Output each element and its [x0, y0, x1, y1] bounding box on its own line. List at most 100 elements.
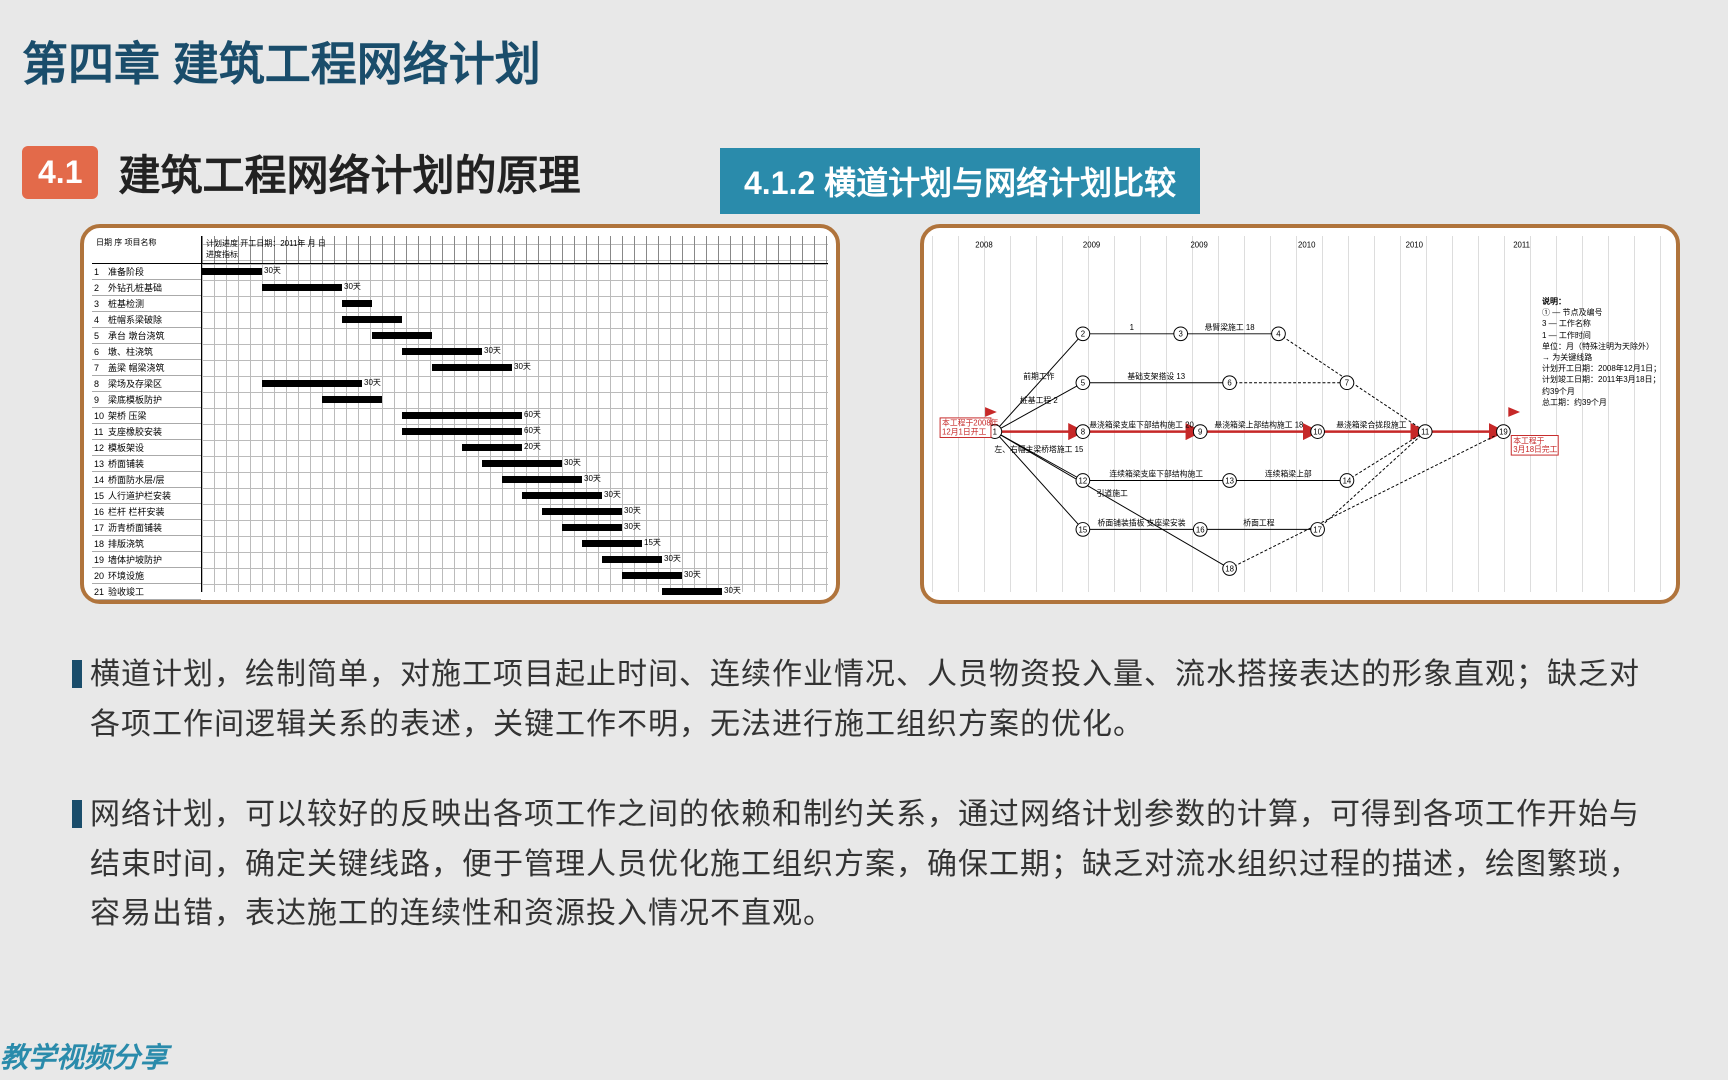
svg-text:悬臂梁施工 18: 悬臂梁施工 18: [1205, 322, 1255, 332]
gantt-bar: [562, 524, 622, 531]
network-figure: 200820092009201020102011前期工作1悬臂梁施工 18桩基工…: [920, 224, 1680, 604]
gantt-bar: [542, 508, 622, 515]
gantt-row: 21验收竣工: [92, 584, 201, 600]
gantt-row: 13桥面铺装: [92, 456, 201, 472]
gantt-row: 10架桥 压梁: [92, 408, 201, 424]
svg-text:悬浇箱梁合拢段施工: 悬浇箱梁合拢段施工: [1336, 420, 1407, 430]
svg-text:2011: 2011: [1513, 241, 1530, 250]
svg-text:7: 7: [1345, 379, 1349, 388]
gantt-duration-label: 30天: [624, 521, 641, 532]
svg-text:19: 19: [1499, 428, 1508, 437]
svg-text:2010: 2010: [1406, 241, 1424, 250]
gantt-row: 4桩帽系梁破除: [92, 312, 201, 328]
gantt-row: 9梁底模板防护: [92, 392, 201, 408]
gantt-row: 11支座橡胶安装: [92, 424, 201, 440]
gantt-footer-row: 分阶段汇: [92, 600, 201, 604]
legend-item: 3 — 工作名称: [1542, 318, 1662, 329]
gantt-figure: 日期 序 项目名称 1准备阶段2外钻孔桩基础3桩基检测4桩帽系梁破除5承台 墩台…: [80, 224, 840, 604]
svg-text:9: 9: [1198, 428, 1202, 437]
gantt-duration-label: 30天: [364, 377, 381, 388]
gantt-duration-label: 30天: [664, 553, 681, 564]
gantt-bar: [202, 268, 262, 275]
gantt-bar: [402, 412, 522, 419]
watermark: 教学视频分享: [0, 1036, 168, 1076]
legend-item: → 为关键线路: [1542, 352, 1662, 363]
svg-text:引道施工: 引道施工: [1097, 488, 1128, 498]
legend-item: 计划开工日期：2008年12月1日；: [1542, 363, 1662, 374]
svg-text:10: 10: [1313, 428, 1322, 437]
svg-text:2009: 2009: [1083, 241, 1100, 250]
svg-text:桥面工程: 桥面工程: [1243, 517, 1274, 527]
gantt-row: 5承台 墩台浇筑: [92, 328, 201, 344]
gantt-duration-label: 30天: [514, 361, 531, 372]
gantt-bar: [262, 380, 362, 387]
svg-text:13: 13: [1225, 476, 1234, 485]
svg-text:3: 3: [1179, 330, 1183, 339]
gantt-duration-label: 30天: [584, 473, 601, 484]
legend-item: 计划竣工日期：2011年3月18日；约39个月: [1542, 374, 1662, 396]
svg-text:基础支架搭设 13: 基础支架搭设 13: [1127, 371, 1185, 381]
gantt-duration-label: 15天: [644, 537, 661, 548]
gantt-row: 2外钻孔桩基础: [92, 280, 201, 296]
gantt-duration-label: 30天: [684, 569, 701, 580]
gantt-row: 14桥面防水层/层: [92, 472, 201, 488]
gantt-duration-label: 30天: [604, 489, 621, 500]
gantt-grid: 计划进度 开工日期：2011年 月 日 进度指标 30天30天30天30天30天…: [202, 236, 828, 592]
svg-text:2010: 2010: [1298, 241, 1316, 250]
gantt-bar: [522, 492, 602, 499]
legend-title: 说明：: [1542, 296, 1662, 307]
gantt-row: 20环境设施: [92, 568, 201, 584]
subsection-badge: 4.1.2 横道计划与网络计划比较: [720, 148, 1200, 214]
gantt-bar: [372, 332, 432, 339]
gantt-col-header: 日期 序 项目名称: [92, 236, 201, 264]
svg-text:悬浇箱梁支座下部结构施工 20: 悬浇箱梁支座下部结构施工 20: [1089, 420, 1194, 430]
svg-text:1: 1: [993, 428, 997, 437]
svg-text:前期工作: 前期工作: [1023, 371, 1054, 381]
svg-text:5: 5: [1081, 379, 1086, 388]
network-legend: 说明： ① — 节点及编号3 — 工作名称1 — 工作时间单位：月（特殊注明为天…: [1542, 296, 1662, 408]
gantt-grid-header: 计划进度 开工日期：2011年 月 日 进度指标: [202, 236, 828, 264]
network-svg: 200820092009201020102011前期工作1悬臂梁施工 18桩基工…: [932, 236, 1668, 592]
svg-text:12月1日开工: 12月1日开工: [942, 428, 986, 437]
gantt-row: 8梁场及存梁区: [92, 376, 201, 392]
gantt-task-column: 日期 序 项目名称 1准备阶段2外钻孔桩基础3桩基检测4桩帽系梁破除5承台 墩台…: [92, 236, 202, 592]
gantt-row: 15人行道护栏安装: [92, 488, 201, 504]
chapter-title: 第四章 建筑工程网络计划: [22, 28, 541, 94]
svg-text:11: 11: [1421, 428, 1429, 437]
gantt-duration-label: 30天: [564, 457, 581, 468]
svg-text:4: 4: [1276, 330, 1281, 339]
svg-text:桥面铺装插板 支座梁安装: 桥面铺装插板 支座梁安装: [1098, 517, 1186, 527]
gantt-bar: [342, 300, 372, 307]
gantt-duration-label: 30天: [484, 345, 501, 356]
svg-text:连续箱梁上部: 连续箱梁上部: [1265, 469, 1312, 479]
gantt-bar: [662, 588, 722, 595]
gantt-bar: [402, 348, 482, 355]
legend-item: ① — 节点及编号: [1542, 307, 1662, 318]
svg-text:12: 12: [1079, 476, 1088, 485]
section-title: 建筑工程网络计划的原理: [118, 142, 580, 203]
gantt-row: 7盖梁 帽梁浇筑: [92, 360, 201, 376]
gantt-bar: [582, 540, 642, 547]
gantt-duration-label: 30天: [344, 281, 361, 292]
svg-text:6: 6: [1227, 379, 1231, 388]
svg-text:15: 15: [1079, 525, 1088, 534]
svg-text:本工程于2008年: 本工程于2008年: [942, 418, 999, 428]
gantt-bar: [622, 572, 682, 579]
gantt-row: 19墙体护坡防护: [92, 552, 201, 568]
gantt-bar: [482, 460, 562, 467]
svg-text:1: 1: [1130, 323, 1134, 332]
svg-text:2008: 2008: [975, 241, 992, 250]
gantt-duration-label: 60天: [524, 425, 541, 436]
section-number-badge: 4.1: [22, 146, 98, 199]
svg-text:8: 8: [1081, 428, 1085, 437]
gantt-bar: [262, 284, 342, 291]
gantt-duration-label: 30天: [624, 505, 641, 516]
svg-text:连续箱梁支座下部结构施工: 连续箱梁支座下部结构施工: [1109, 469, 1203, 479]
legend-item: 1 — 工作时间: [1542, 330, 1662, 341]
gantt-row: 17沥青桥面铺装: [92, 520, 201, 536]
svg-text:16: 16: [1196, 525, 1205, 534]
section-row: 4.1 建筑工程网络计划的原理: [22, 142, 581, 203]
gantt-bar: [322, 396, 382, 403]
gantt-bar: [432, 364, 512, 371]
gantt-duration-label: 20天: [524, 441, 541, 452]
